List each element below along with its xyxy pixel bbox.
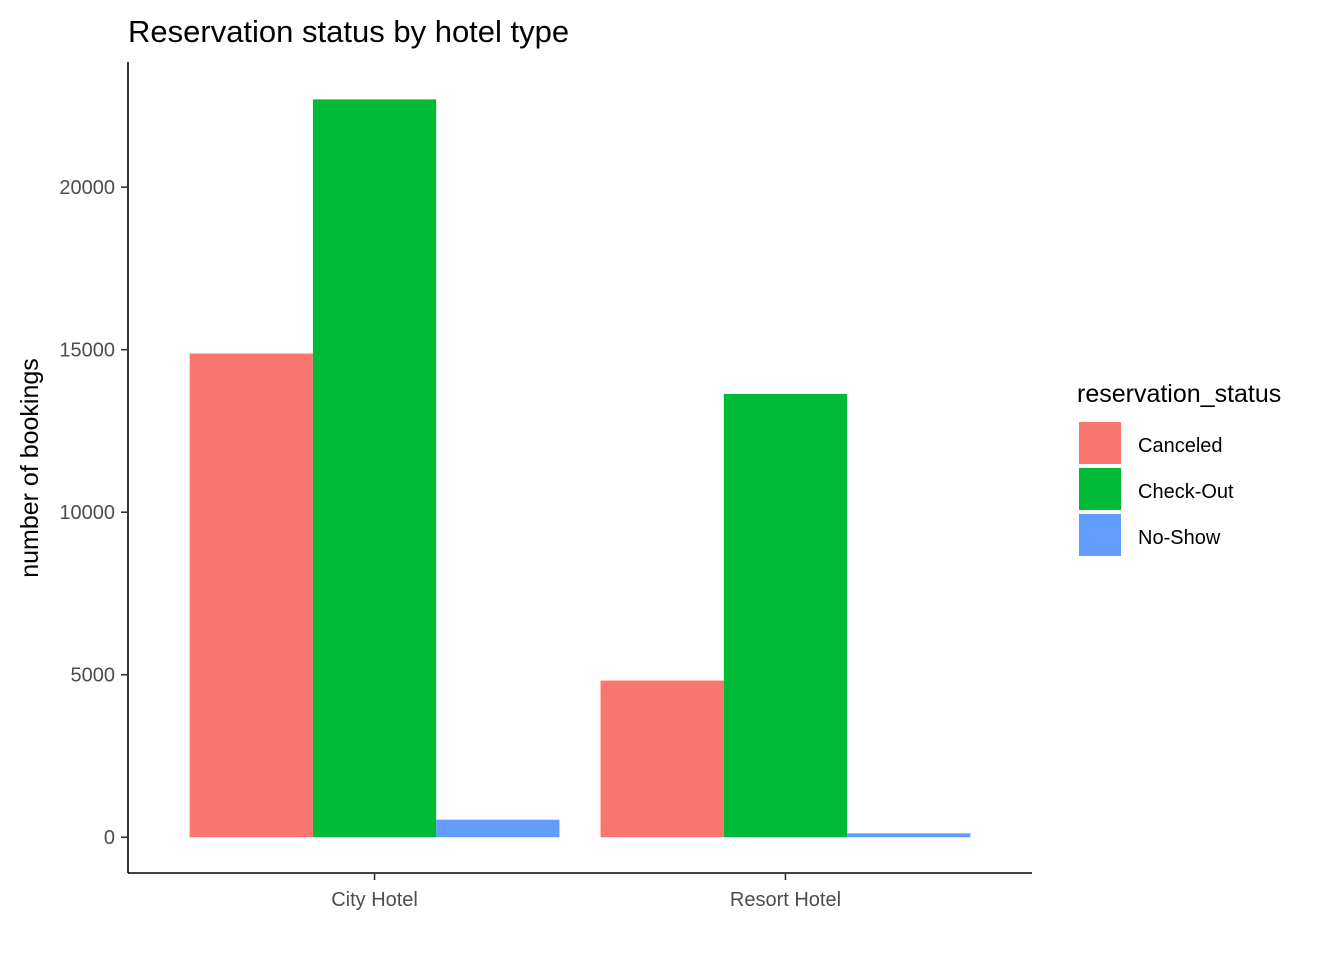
legend-title: reservation_status xyxy=(1077,380,1281,408)
legend-key xyxy=(1079,514,1121,556)
legend-label: Check-Out xyxy=(1138,481,1234,503)
legend: reservation_status Canceled Check-Out No-S… xyxy=(1077,380,1281,556)
y-tick-label: 0 xyxy=(104,827,115,849)
legend-key xyxy=(1079,422,1121,464)
bar-no-show-city-hotel xyxy=(436,819,560,838)
y-tick-label: 5000 xyxy=(71,665,116,687)
bar-canceled-resort-hotel xyxy=(600,680,724,838)
y-tick-label: 15000 xyxy=(59,340,115,362)
legend-label: No-Show xyxy=(1138,527,1221,549)
chart-title: Reservation status by hotel type xyxy=(128,14,569,49)
legend-key xyxy=(1079,468,1121,510)
bar-no-show-resort-hotel xyxy=(847,833,971,838)
y-tick-label: 20000 xyxy=(59,177,115,199)
y-axis-title: number of bookings xyxy=(16,358,44,578)
y-axis: 0 5000 10000 15000 20000 xyxy=(59,62,129,873)
y-tick-label: 10000 xyxy=(59,502,115,524)
bar-canceled-city-hotel xyxy=(189,353,313,838)
x-axis: City Hotel Resort Hotel xyxy=(128,872,1032,911)
plot-area xyxy=(189,99,971,838)
bar-check-out-city-hotel xyxy=(312,99,437,838)
x-tick-label: City Hotel xyxy=(331,889,418,911)
legend-label: Canceled xyxy=(1138,435,1223,457)
x-tick-label: Resort Hotel xyxy=(730,889,841,911)
bar-check-out-resort-hotel xyxy=(723,393,848,838)
